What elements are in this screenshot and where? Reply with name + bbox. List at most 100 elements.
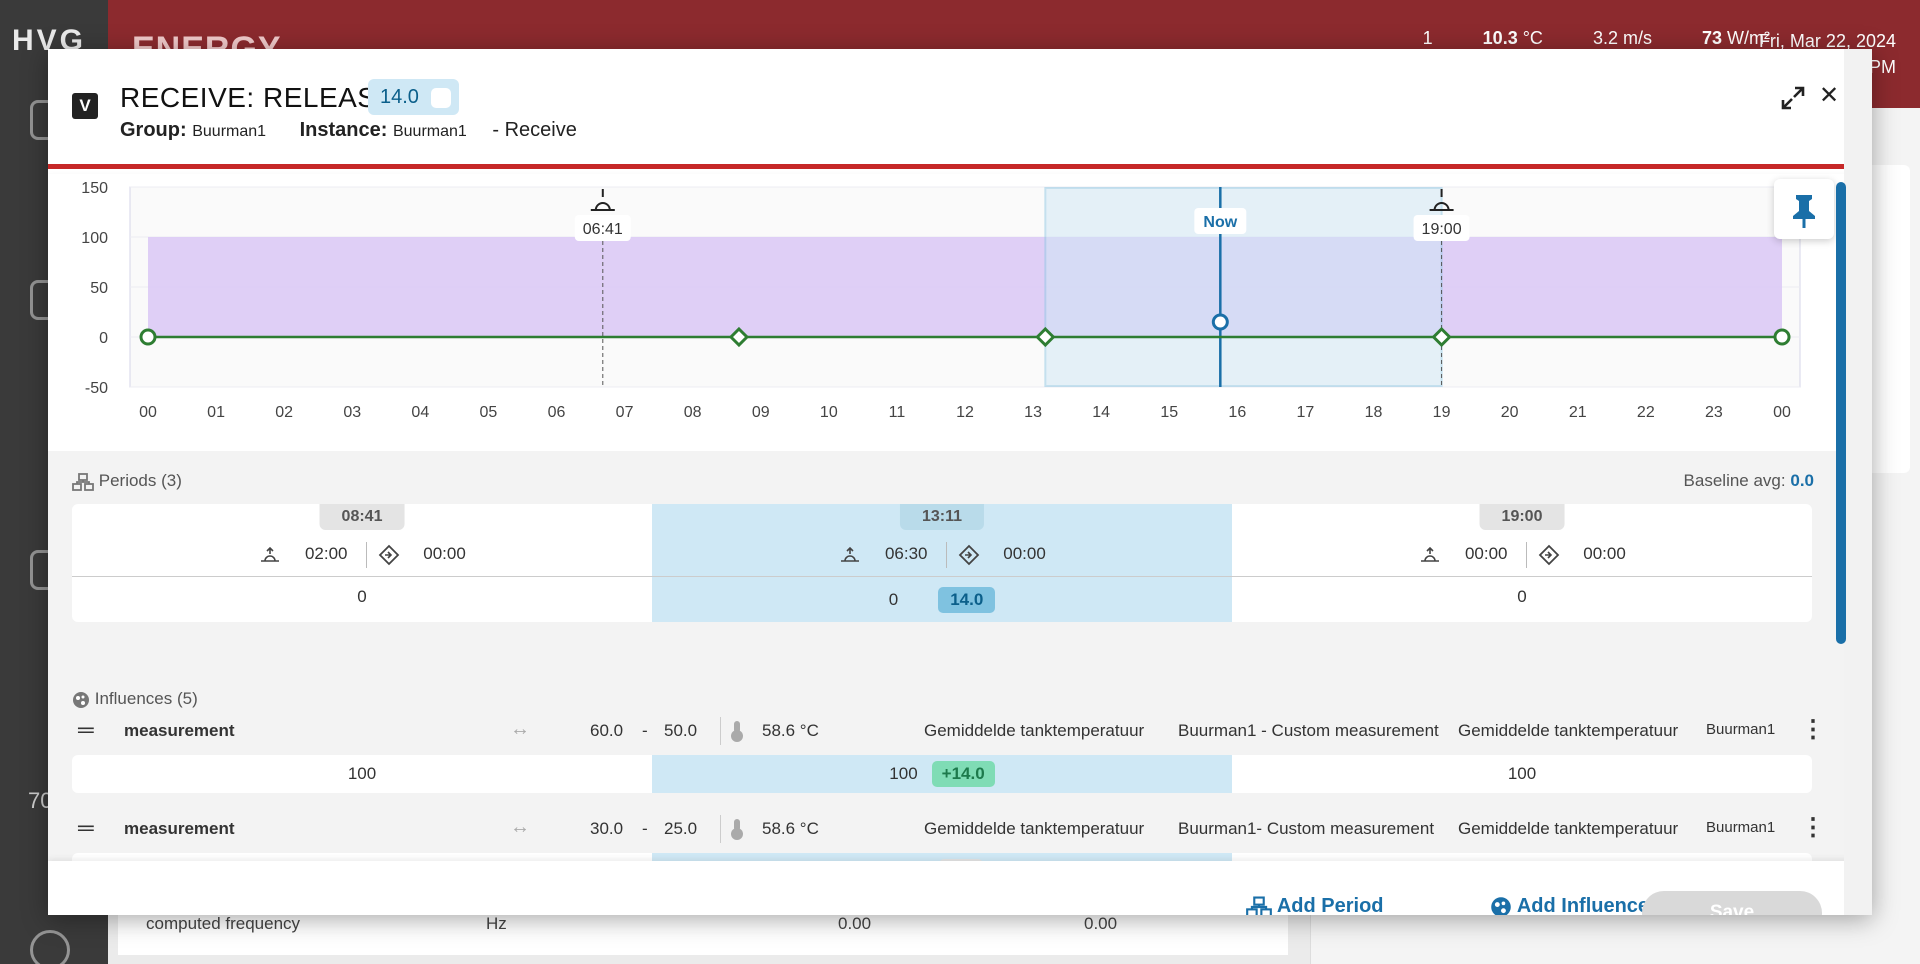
baseline-avg: Baseline avg: 0.0 (1684, 471, 1814, 491)
irradiance-readout: 73 W/m² (1702, 28, 1770, 49)
close-icon: ✕ (1818, 82, 1840, 109)
more-options-icon[interactable]: ⋮ (1801, 814, 1825, 841)
x-tick-label: 10 (820, 404, 838, 421)
scrollbar-thumb[interactable] (1836, 182, 1846, 644)
chart-area: 150 100 50 0 -50 00 01 02 03 04 05 06 07 08 09 10 11 12 13… (48, 174, 1872, 451)
influence-row: ═ measurement ↔ 60.0-50.0 58.6 °C Gemiddelde … (72, 711, 1832, 751)
instance-value: Buurman1 (392, 123, 467, 140)
x-tick-label: 03 (343, 404, 361, 421)
v-badge: V (72, 93, 98, 119)
ramp-down-value[interactable]: 00:00 (1003, 544, 1046, 564)
drag-handle-icon[interactable]: ═ (78, 815, 94, 840)
time-text: PM (1869, 57, 1896, 77)
x-tick-label: 21 (1569, 404, 1587, 421)
range-from[interactable]: 60.0 (590, 721, 624, 740)
period-column[interactable]: 13:11 06:30 00:00 0 14.0 (652, 504, 1232, 622)
x-tick-label: 17 (1297, 404, 1315, 421)
save-button[interactable]: Save (1642, 891, 1822, 915)
title-toggle-checkbox[interactable] (430, 88, 451, 108)
notifications-count[interactable]: 1 (1422, 28, 1433, 48)
expand-button[interactable] (1778, 83, 1808, 113)
x-tick-label: 08 (684, 404, 702, 421)
influences-title-text: Influences (5) (94, 689, 198, 708)
marker-label: 06:41 (583, 221, 623, 238)
x-tick-label: 00 (139, 404, 157, 421)
range-to[interactable]: 25.0 (664, 819, 698, 838)
range-band (148, 237, 1782, 337)
series-point (1773, 328, 1791, 346)
date-text: Fri, Mar 22, 2024 (1758, 31, 1896, 51)
range-from[interactable]: 30.0 (590, 819, 624, 838)
ramp-down-value[interactable]: 00:00 (1583, 544, 1626, 564)
period-column[interactable]: 08:41 02:00 00:00 0 (72, 504, 652, 622)
influence-description-2: Gemiddelde tanktemperatuur (1458, 721, 1679, 740)
period-value: 0 (357, 587, 367, 606)
period-column[interactable]: 19:00 00:00 00:00 0 (1232, 504, 1812, 622)
influence-description-2: Gemiddelde tanktemperatuur (1458, 819, 1679, 838)
x-tick-label: 02 (275, 404, 293, 421)
scrollbar-track[interactable] (1844, 49, 1872, 915)
ramp-up-value[interactable]: 06:30 (884, 544, 928, 564)
ramp-down-icon (377, 544, 401, 566)
series-point (728, 326, 750, 348)
ramp-up-icon (258, 544, 282, 563)
periods-card: 08:41 02:00 00:00 0 13:11 06:30 00:00 0 14.0… (72, 504, 1812, 622)
x-tick-label: 05 (480, 404, 498, 421)
range-to[interactable]: 50.0 (664, 721, 698, 740)
influence-delta-chip[interactable]: +14.0 (931, 761, 995, 787)
ramp-down-icon (957, 544, 981, 566)
title-value: 14.0 (380, 86, 419, 108)
add-period-label: Add Period (1276, 895, 1384, 915)
range-dash: - (642, 721, 648, 740)
close-button[interactable]: ✕ (1814, 81, 1844, 111)
y-tick-label: 0 (99, 330, 108, 347)
ramp-up-icon (1418, 544, 1442, 563)
gear-icon[interactable] (30, 930, 70, 964)
modal-header: V RECEIVE: RELEASE 14.0 Group: Buurman1 … (48, 49, 1872, 169)
period-value-row: 0 (72, 587, 652, 607)
current-value: 58.6 °C (762, 819, 819, 838)
ramp-down-value[interactable]: 00:00 (423, 544, 466, 564)
influence-description: Gemiddelde tanktemperatuur (924, 819, 1145, 838)
sunrise-icon (590, 189, 615, 211)
ramp-up-value[interactable]: 02:00 (304, 544, 348, 564)
x-tick-label: 09 (752, 404, 770, 421)
add-influence-icon (1491, 896, 1511, 915)
timeline-chart[interactable]: 150 100 50 0 -50 00 01 02 03 04 05 06 07 08 09 10 11 12 13… (48, 174, 1868, 451)
series-point (139, 328, 157, 346)
thermometer-icon (730, 817, 744, 841)
baseline-value: 0.0 (1790, 471, 1814, 490)
period-value-row: 0 14.0 (652, 587, 1232, 613)
y-tick-label: 50 (90, 280, 108, 297)
influence-value: 100 (1507, 764, 1537, 783)
x-tick-label: 14 (1092, 404, 1110, 421)
influence-row: ═ measurement ↔ 30.0-25.0 58.6 °C Gemiddelde … (72, 809, 1832, 849)
sunset-icon (1429, 189, 1454, 211)
pin-button[interactable] (1774, 179, 1834, 239)
marker-label-bg (1413, 215, 1470, 241)
irradiance-unit: W/m² (1727, 28, 1770, 48)
period-extra-chip[interactable]: 14.0 (938, 587, 996, 613)
modal-title: RECEIVE: RELEASE (120, 82, 396, 113)
x-tick-label: 16 (1228, 404, 1246, 421)
row-label: computed frequency (146, 914, 301, 933)
ramp-up-value[interactable]: 00:00 (1464, 544, 1508, 564)
row-unit: Hz (486, 914, 507, 933)
more-options-icon[interactable]: ⋮ (1801, 716, 1825, 743)
range-icon: ↔ (510, 718, 530, 740)
periods-icon (72, 472, 94, 491)
range-dash: - (642, 819, 648, 838)
title-value-chip: 14.0 (368, 79, 459, 115)
drag-handle-icon[interactable]: ═ (78, 717, 94, 742)
influences-icon (73, 691, 89, 708)
current-value: 58.6 °C (762, 721, 819, 740)
period-time[interactable]: 19:00 (1479, 504, 1565, 530)
period-time[interactable]: 08:41 (319, 504, 405, 530)
now-label-bg (1194, 208, 1247, 234)
add-influence-button[interactable]: Add Influence (1490, 895, 1649, 915)
temperature-value: 10.3 (1482, 28, 1518, 48)
period-time[interactable]: 13:11 (899, 504, 985, 530)
influence-value-cell: 100 +14.0 (652, 755, 1232, 793)
row-value-1: 0.00 (838, 914, 872, 933)
add-period-button[interactable]: Add Period (1246, 895, 1384, 915)
